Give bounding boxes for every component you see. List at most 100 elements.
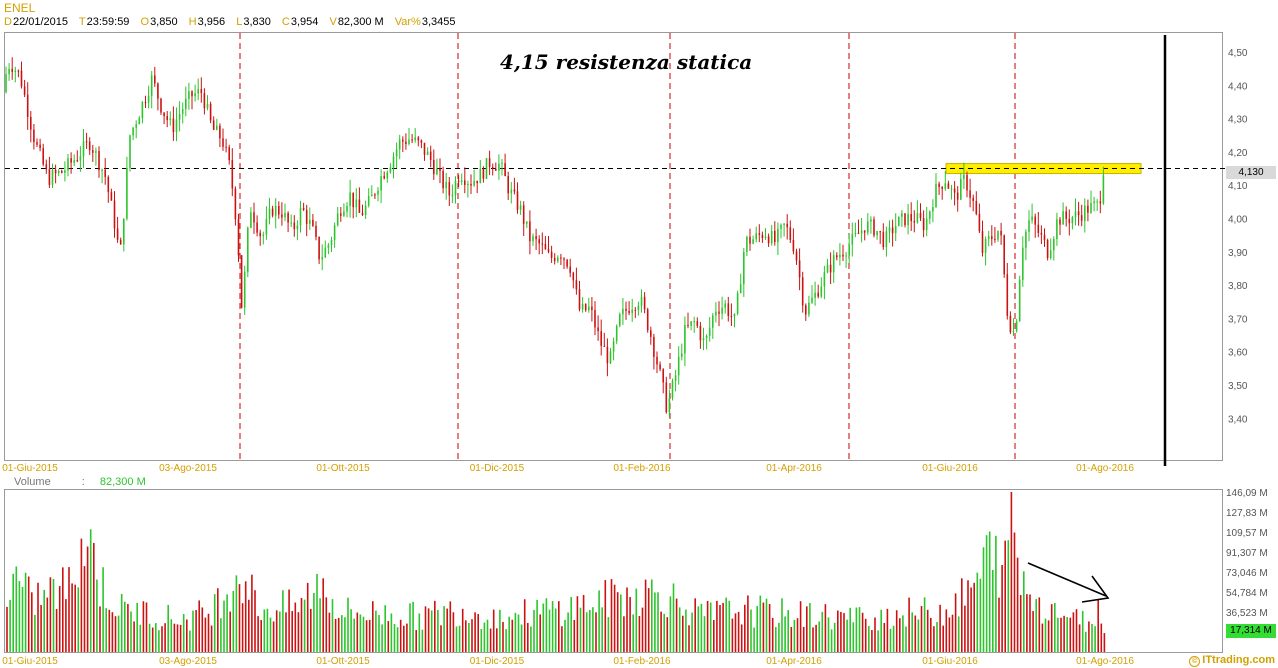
volume-bar	[988, 531, 991, 652]
candle-body	[529, 221, 531, 242]
x-tick-label: 01-Dic-2015	[470, 656, 525, 667]
volume-bar	[672, 583, 675, 652]
volume-bar	[570, 596, 572, 652]
time-value: 23:59:59	[86, 16, 130, 28]
candle-body	[662, 369, 664, 383]
candle-body	[634, 309, 637, 311]
candle-body	[209, 103, 212, 121]
volume-y-tick-label: 73,046 M	[1226, 568, 1268, 579]
x-tick-label: 01-Ago-2016	[1076, 463, 1134, 474]
candle-body	[398, 139, 401, 150]
candle-body	[119, 239, 122, 245]
volume-bar	[737, 611, 740, 652]
candle-body	[293, 222, 296, 230]
candle-body	[54, 170, 57, 174]
volume-bar	[601, 607, 603, 652]
volume-bar	[979, 578, 982, 652]
volume-bar	[393, 623, 396, 652]
volume-bar	[855, 607, 858, 652]
candle-body	[839, 254, 841, 258]
x-tick-label: 01-Apr-2016	[766, 656, 822, 667]
candle-body	[612, 341, 615, 352]
volume-bar	[930, 617, 932, 652]
volume-bar	[155, 623, 157, 652]
volume-bar	[911, 612, 913, 652]
volume-bar	[300, 597, 303, 652]
candle-body	[175, 119, 178, 133]
volume-bar	[917, 619, 920, 652]
volume-bar	[27, 576, 30, 652]
candle-body	[166, 116, 168, 121]
volume-bar	[511, 619, 514, 652]
candle-body	[367, 196, 370, 206]
price-y-tick-label: 4,40	[1228, 81, 1248, 92]
volume-bar	[322, 578, 324, 652]
candle-body	[845, 255, 847, 257]
candle-body	[687, 325, 689, 327]
candle-body	[1096, 201, 1098, 203]
candle-body	[374, 194, 376, 196]
candle-body	[222, 138, 224, 147]
volume-bar	[458, 625, 461, 652]
volume-bar	[170, 619, 173, 652]
candle-body	[513, 189, 516, 192]
volume-bar	[306, 582, 309, 652]
candle-body	[467, 183, 469, 185]
candle-body	[1071, 217, 1074, 224]
candle-body	[876, 231, 878, 236]
candle-body	[1015, 321, 1018, 332]
candle-body	[848, 244, 850, 256]
candle-body	[749, 236, 751, 244]
candle-body	[733, 313, 736, 317]
volume-bar	[1100, 623, 1103, 652]
candle-body	[154, 75, 156, 84]
candle-body	[628, 310, 630, 314]
volume-bar	[483, 622, 486, 652]
volume-bar	[1081, 610, 1084, 652]
candle-body	[550, 251, 553, 258]
candle-body	[953, 188, 956, 193]
candle-body	[938, 183, 940, 187]
candle-body	[575, 280, 578, 290]
volume-bar	[697, 606, 700, 652]
volume-bar	[189, 630, 191, 652]
volume-bar	[21, 586, 24, 652]
candle-body	[8, 68, 10, 75]
volume-bar	[629, 597, 631, 652]
candle-body	[532, 236, 534, 242]
candle-body	[960, 178, 962, 200]
volume-bar	[480, 629, 483, 652]
candle-body	[584, 304, 587, 311]
volume-bar	[285, 612, 287, 652]
volume-bar	[418, 613, 421, 652]
candle-body	[253, 212, 255, 223]
volume-bar	[192, 610, 194, 652]
volume-bar	[942, 625, 944, 652]
brand-watermark[interactable]: © ITtrading.com	[1189, 654, 1275, 667]
volume-legend-label: Volume	[14, 476, 51, 488]
volume-bar	[275, 610, 278, 652]
ohlc-readout: D22/01/2015 T23:59:59 O3,850 H3,956 L3,8…	[4, 16, 464, 28]
volume-bar	[1103, 633, 1106, 652]
candle-body	[1059, 219, 1061, 225]
candle-body	[61, 170, 63, 173]
candle-body	[510, 189, 513, 194]
candle-body	[969, 190, 971, 198]
volume-bar	[80, 538, 83, 652]
volume-bar	[403, 625, 405, 652]
candle-body	[842, 254, 844, 257]
x-tick-label: 01-Feb-2016	[613, 463, 671, 474]
volume-bar	[399, 619, 402, 652]
volume-bar	[703, 616, 706, 652]
candle-body	[364, 205, 367, 216]
volume-bar	[542, 603, 545, 652]
volume-bar	[973, 582, 975, 652]
candle-body	[495, 169, 497, 171]
volume-bar	[799, 601, 802, 652]
volume-bar	[861, 612, 864, 652]
volume-bar	[902, 615, 904, 652]
volume-bar	[1063, 615, 1065, 652]
volume-bar	[579, 607, 582, 652]
candle-body	[20, 70, 23, 87]
candle-body	[650, 330, 652, 337]
